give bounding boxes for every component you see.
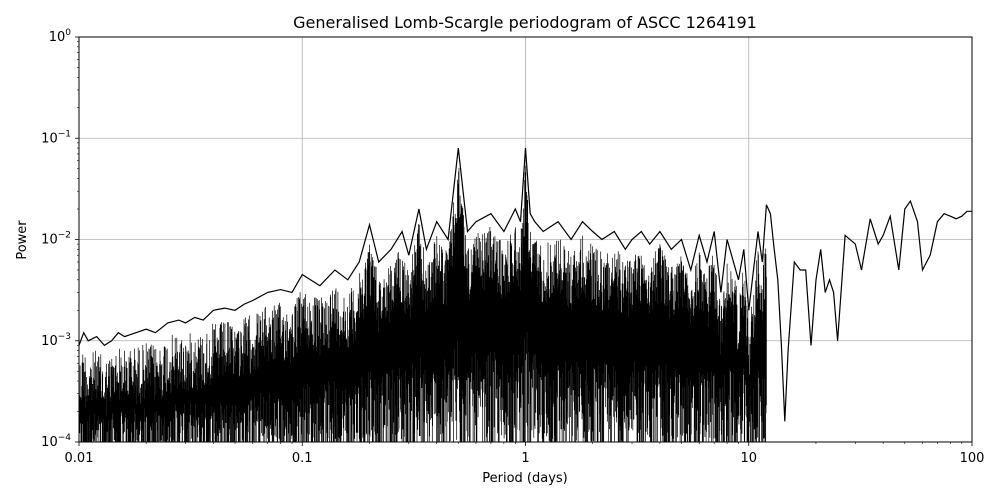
y-tick-label: 10−4 xyxy=(41,433,71,450)
x-tick-label: 0.01 xyxy=(65,451,94,466)
y-axis-label: Power xyxy=(15,220,30,260)
x-tick-label: 100 xyxy=(960,451,985,466)
x-axis-label: Period (days) xyxy=(482,471,568,486)
y-tick-label: 100 xyxy=(49,28,72,45)
x-tick-label: 0.1 xyxy=(292,451,313,466)
y-tick-label: 10−3 xyxy=(41,332,71,349)
y-tick-label: 10−1 xyxy=(41,129,71,146)
chart-title: Generalised Lomb-Scargle periodogram of … xyxy=(293,13,757,32)
y-tick-label: 10−2 xyxy=(41,231,71,248)
tick-layer: 0.01 0.1 1 10 100 10−4 10−3 10−2 10−1 100 xyxy=(41,28,984,466)
series-line-power xyxy=(78,148,972,422)
x-tick-label: 1 xyxy=(521,451,529,466)
x-tick-label: 10 xyxy=(740,451,757,466)
